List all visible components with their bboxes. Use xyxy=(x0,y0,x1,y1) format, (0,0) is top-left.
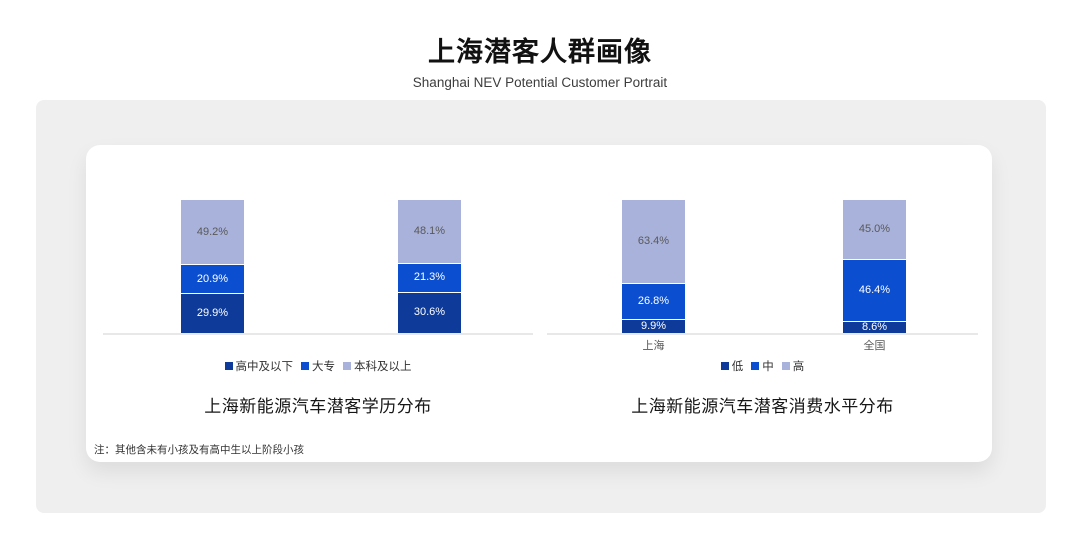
segment-value-label: 48.1% xyxy=(413,225,446,238)
legend: 高中及以下 大专 本科及以上 xyxy=(103,358,533,374)
segment-value-label: 20.9% xyxy=(196,272,229,285)
bars: 29.9% 20.9% 49.2% 30.6% 21.3% 48.1% xyxy=(103,145,533,333)
legend-item-低: 低 xyxy=(720,358,744,374)
legend-item-高中及以下: 高中及以下 xyxy=(224,358,294,374)
category-labels: 上海 全国 xyxy=(547,337,978,352)
legend-item-中: 中 xyxy=(751,358,774,374)
segment-value-label: 29.9% xyxy=(196,306,229,319)
plot-area: 9.9% 26.8% 63.4% 8.6% 46.4% 45.0% xyxy=(547,145,978,335)
segment-value-label: 8.6% xyxy=(861,320,888,333)
stacked-bar: 29.9% 20.9% 49.2% xyxy=(181,199,244,333)
segment-value-label: 9.9% xyxy=(640,320,667,332)
plot-area: 29.9% 20.9% 49.2% 30.6% 21.3% 48.1% xyxy=(103,145,533,335)
chart-title: 上海新能源汽车潜客学历分布 xyxy=(204,397,432,416)
legend-label: 大专 xyxy=(312,361,335,373)
bar-segment-高: 63.4% xyxy=(622,199,685,283)
legend-label: 本科及以上 xyxy=(354,361,412,373)
stacked-bar: 30.6% 21.3% 48.1% xyxy=(398,200,461,333)
x-axis-category-label: 全国 xyxy=(863,340,886,352)
bar-segment-本科及以上: 48.1% xyxy=(398,200,461,264)
page-header: 上海潜客人群画像 Shanghai NEV Potential Customer… xyxy=(0,30,1080,90)
x-axis-line xyxy=(547,333,978,335)
stacked-bar: 9.9% 26.8% 63.4% xyxy=(622,199,685,333)
bar-segment-本科及以上: 49.2% xyxy=(181,199,244,265)
legend-label: 高中及以下 xyxy=(235,361,294,373)
legend-item-本科及以上: 本科及以上 xyxy=(343,358,412,374)
bar-segment-大专: 20.9% xyxy=(181,265,244,293)
legend: 低中高 xyxy=(547,358,978,374)
bar-segment-中: 26.8% xyxy=(622,283,685,319)
bars: 9.9% 26.8% 63.4% 8.6% 46.4% 45.0% xyxy=(547,145,978,333)
footnote: 注：其他含未有小孩及有高中生以上阶段小孩 xyxy=(94,444,304,456)
segment-value-label: 21.3% xyxy=(413,271,446,284)
segment-value-label: 49.2% xyxy=(196,225,229,238)
segment-value-label: 46.4% xyxy=(858,283,891,296)
legend-swatch-icon xyxy=(301,362,309,370)
education-distribution-chart: 29.9% 20.9% 49.2% 30.6% 21.3% 48.1% 高中及以下 大专 本科… xyxy=(103,145,533,462)
x-axis-line xyxy=(103,333,533,335)
chart-title: 上海新能源汽车潜客消费水平分布 xyxy=(631,397,894,416)
legend-swatch-icon xyxy=(781,362,790,370)
bar-segment-中: 46.4% xyxy=(843,259,906,321)
bar-segment-高中及以下: 29.9% xyxy=(181,293,244,333)
bar-segment-大专: 21.3% xyxy=(398,264,461,292)
legend-label: 高 xyxy=(792,361,805,373)
legend-swatch-icon xyxy=(343,362,351,370)
segment-value-label: 63.4% xyxy=(637,234,670,247)
segment-value-label: 45.0% xyxy=(858,222,891,235)
legend-swatch-icon xyxy=(720,362,729,370)
bar-segment-低: 9.9% xyxy=(622,320,685,333)
page-subtitle: Shanghai NEV Potential Customer Portrait xyxy=(412,75,668,90)
legend-item-高: 高 xyxy=(781,358,805,374)
legend-label: 低 xyxy=(731,361,744,373)
legend-item-大专: 大专 xyxy=(301,358,335,374)
legend-swatch-icon xyxy=(751,362,760,370)
consumption-level-chart: 9.9% 26.8% 63.4% 8.6% 46.4% 45.0% 上海 全国 低 中 高 上海… xyxy=(547,145,978,462)
legend-swatch-icon xyxy=(224,362,233,370)
chart-card: 29.9% 20.9% 49.2% 30.6% 21.3% 48.1% 高中及以下 大专 本科… xyxy=(86,145,992,462)
bar-segment-高中及以下: 30.6% xyxy=(398,292,461,333)
legend-label: 中 xyxy=(762,361,774,373)
stacked-bar: 8.6% 46.4% 45.0% xyxy=(843,199,906,333)
bar-segment-低: 8.6% xyxy=(843,320,906,333)
segment-value-label: 30.6% xyxy=(413,306,446,319)
page-title: 上海潜客人群画像 xyxy=(428,37,652,67)
segment-value-label: 26.8% xyxy=(637,294,670,307)
category-labels xyxy=(103,337,533,351)
x-axis-category-label: 上海 xyxy=(642,340,665,352)
bar-segment-高: 45.0% xyxy=(843,199,906,259)
